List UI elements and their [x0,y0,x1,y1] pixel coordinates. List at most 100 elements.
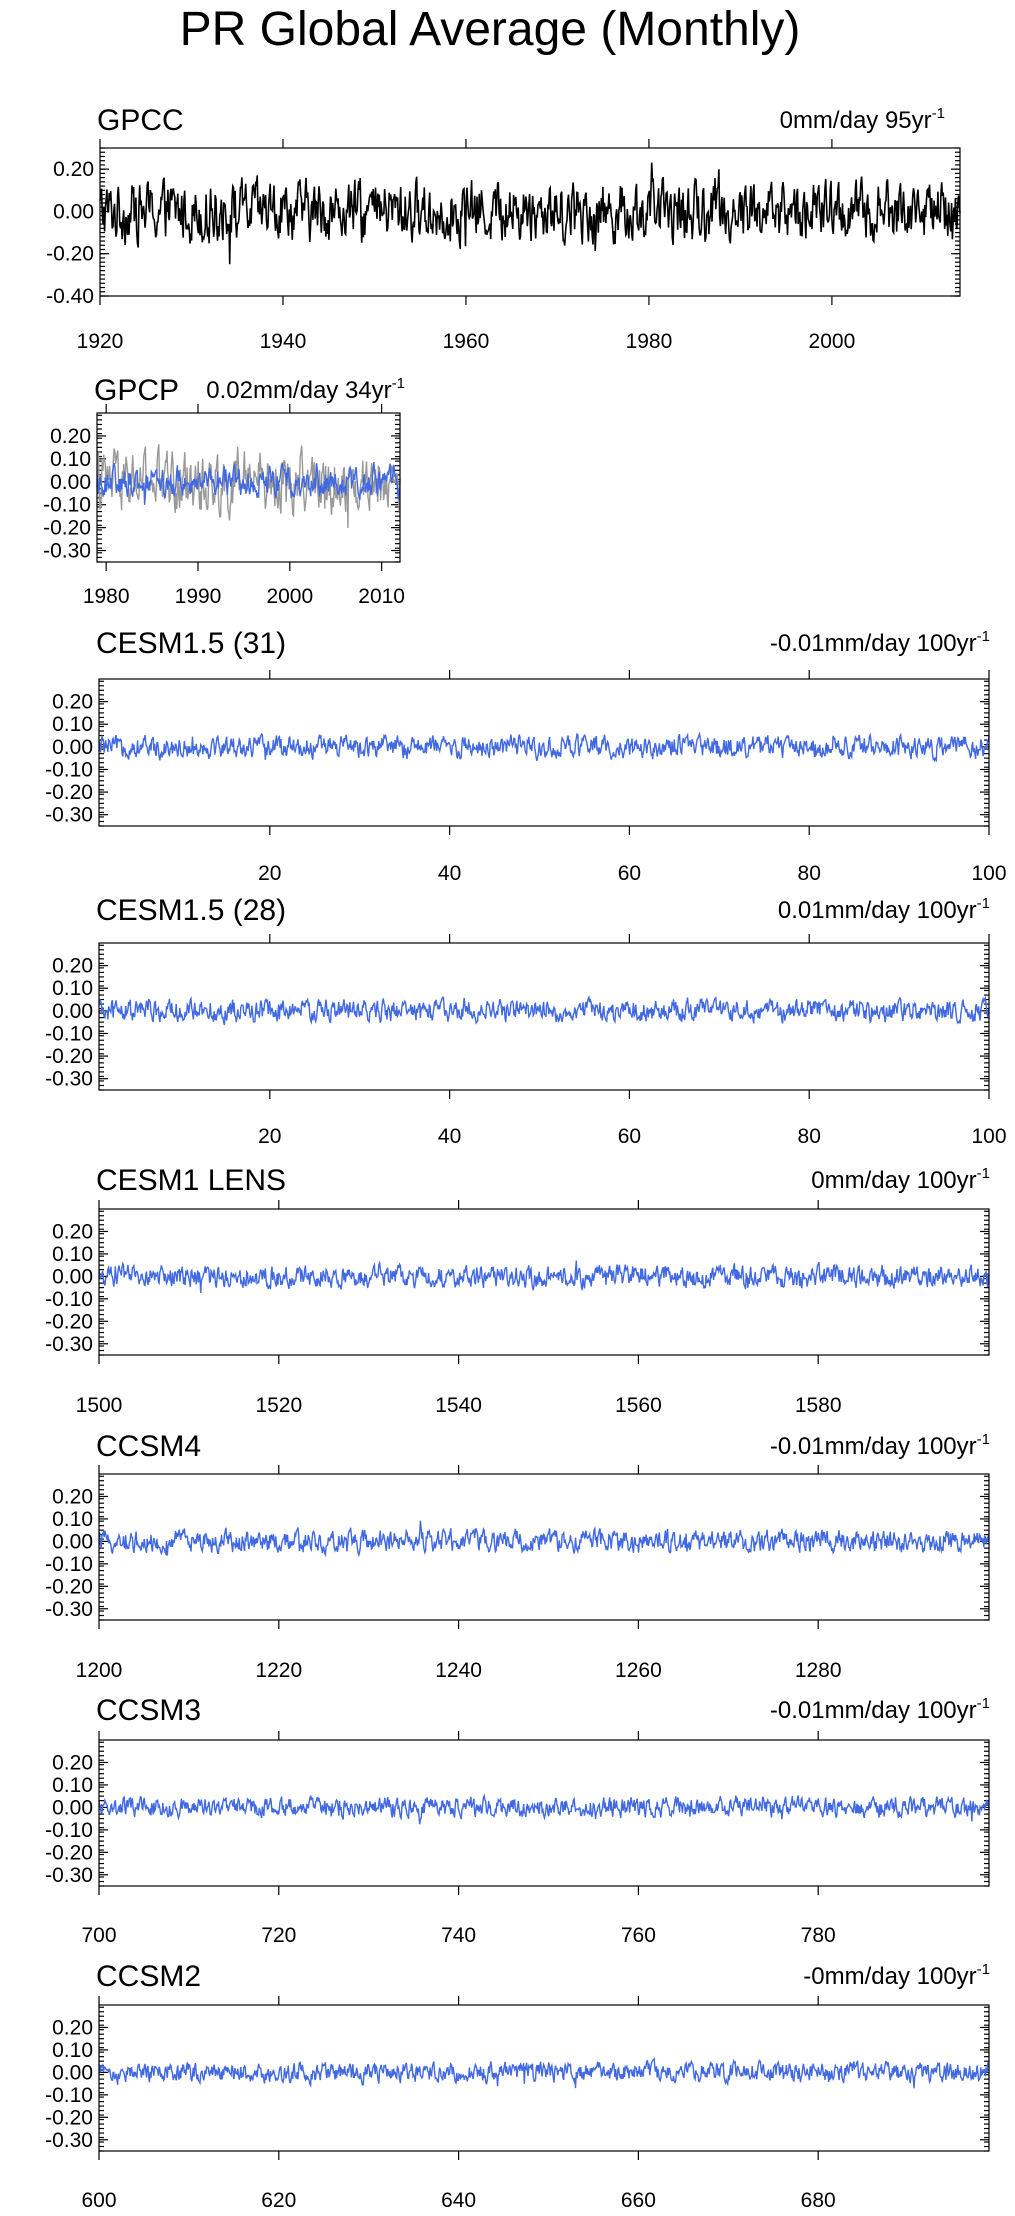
x-tick-label: 1990 [175,585,222,608]
x-tick-label: 1200 [76,1659,123,1682]
x-tick-label: 60 [618,862,641,885]
y-tick-label: 0.10 [52,1774,93,1797]
x-tick-label: 1920 [77,330,124,353]
y-tick-label: -0.20 [45,1310,93,1333]
trend-exponent: -1 [977,895,990,912]
y-tick-label: -0.10 [45,1022,93,1045]
y-tick-label: -0.20 [43,517,91,540]
panels: GPCC 0mm/day 95yr-10.200.00-0.20-0.401920… [43,104,1006,2212]
x-tick-label: 1980 [83,585,130,608]
trend-value: 0mm/day 100yr [811,1167,976,1194]
panel-trend-label: -0.01mm/day 100yr-1 [770,1431,990,1460]
y-tick-label: -0.20 [45,1841,93,1864]
x-tick-label: 40 [438,1125,461,1148]
trend-exponent: -1 [932,105,945,122]
x-tick-label: 600 [81,2189,116,2212]
y-tick-label: 0.10 [52,713,93,736]
y-tick-label: -0.30 [43,540,91,563]
trend-value: 0mm/day 95yr [780,107,932,134]
y-tick-label: -0.30 [45,2129,93,2152]
y-tick-label: 0.20 [52,2016,93,2039]
x-tick-label: 680 [801,2189,836,2212]
x-tick-label: 1980 [626,330,673,353]
y-tick-label: -0.10 [45,758,93,781]
y-tick-label: -0.10 [45,1553,93,1576]
y-tick-label: 0.20 [52,955,93,978]
y-tick-label: 0.20 [52,1485,93,1508]
x-tick-label: 700 [81,1924,116,1947]
y-tick-label: 0.00 [53,200,94,223]
y-tick-label: -0.20 [46,243,94,266]
x-tick-label: 2000 [266,585,313,608]
y-tick-label: -0.10 [45,1819,93,1842]
y-tick-label: -0.30 [45,1864,93,1887]
panel-title: CCSM2 [96,1960,201,1993]
x-tick-label: 660 [621,2189,656,2212]
trend-value: 0.02mm/day 34yr [206,377,391,404]
y-tick-label: 0.20 [52,691,93,714]
y-tick-label: 0.00 [52,1265,93,1288]
series-line-cesm1-lens [98,1260,990,1293]
y-tick-label: -0.10 [43,494,91,517]
x-tick-label: 100 [971,862,1006,885]
panel-cesm1-5-31: CESM1.5 (31) -0.01mm/day 100yr-1 0.200.100… [45,627,1006,885]
figure-title: PR Global Average (Monthly) [180,3,801,56]
panel-trend-label: -0.01mm/day 100yr-1 [770,628,990,657]
y-tick-label: -0.20 [45,2106,93,2129]
y-tick-label: -0.20 [45,1575,93,1598]
panel-ccsm3: CCSM3 -0.01mm/day 100yr-1 0.200.100.00-0.1… [45,1694,990,1947]
trend-value: -0mm/day 100yr [803,1963,976,1990]
y-tick-label: 0.20 [53,158,94,181]
trend-exponent: -1 [977,1165,990,1182]
y-tick-label: 0.00 [52,736,93,759]
plot-frame [98,942,990,1091]
y-tick-label: 0.10 [52,977,93,1000]
panel-trend-label: 0.02mm/day 34yr-1 [206,375,405,404]
x-tick-label: 2010 [358,585,405,608]
x-tick-label: 620 [261,2189,296,2212]
panel-trend-label: 0mm/day 100yr-1 [811,1165,990,1194]
y-tick-label: -0.40 [46,285,94,308]
trend-value: -0.01mm/day 100yr [770,630,977,657]
y-tick-label: -0.20 [45,781,93,804]
y-tick-label: 0.00 [52,1796,93,1819]
x-tick-label: 1240 [435,1659,482,1682]
series-line-ccsm3 [98,1793,990,1825]
trend-value: -0.01mm/day 100yr [770,1697,977,1724]
series-line-ccsm4 [98,1520,990,1558]
x-tick-label: 20 [258,862,281,885]
panel-trend-label: -0mm/day 100yr-1 [803,1961,990,1990]
plot-frame [98,1739,990,1887]
panel-title: CCSM3 [96,1694,201,1727]
panel-ccsm4: CCSM4 -0.01mm/day 100yr-1 0.200.100.00-0.1… [45,1430,990,1682]
series-line-cesm1-5-28 [98,994,990,1026]
y-tick-label: 0.10 [50,448,91,471]
x-tick-label: 1940 [260,330,307,353]
panel-trend-label: 0.01mm/day 100yr-1 [778,895,990,924]
plot-frame [98,1473,990,1621]
series-line-ccsm2 [98,2057,990,2089]
y-tick-label: -0.30 [45,1598,93,1621]
x-tick-label: 640 [441,2189,476,2212]
y-tick-label: -0.10 [45,2084,93,2107]
panel-title: CESM1.5 (31) [96,627,286,660]
plot-frame [96,412,401,563]
x-tick-label: 720 [261,1924,296,1947]
series-line-model [96,462,401,505]
x-tick-label: 100 [971,1125,1006,1148]
panel-title: CESM1 LENS [96,1164,286,1197]
series-line-cesm1-5-31 [98,731,990,763]
panel-title: GPCC [97,104,184,137]
trend-value: -0.01mm/day 100yr [770,1433,977,1460]
panel-cesm1-lens: CESM1 LENS 0mm/day 100yr-10.200.100.00-0.… [45,1164,990,1417]
panel-gpcc: GPCC 0mm/day 95yr-1 0.20 0.00 -0.20 -0.40 1920… [46,104,961,353]
x-tick-label: 760 [621,1924,656,1947]
y-tick-label: -0.30 [45,1333,93,1356]
x-tick-label: 780 [801,1924,836,1947]
x-tick-label: 60 [618,1125,641,1148]
panel-gpcp: GPCP 0.02mm/day 34yr-10.200.100.00-0.10-0… [43,374,405,608]
x-tick-label: 1280 [795,1659,842,1682]
x-tick-label: 1960 [443,330,490,353]
x-tick-label: 80 [798,1125,821,1148]
x-tick-label: 80 [798,862,821,885]
